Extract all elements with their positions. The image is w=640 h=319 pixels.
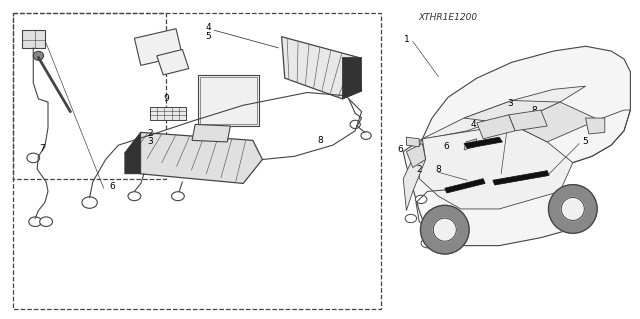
Text: 5: 5	[583, 137, 588, 146]
Ellipse shape	[128, 192, 141, 201]
Text: 2: 2	[417, 165, 422, 174]
Polygon shape	[493, 171, 549, 185]
Text: 2: 2	[148, 130, 153, 138]
Text: 7: 7	[39, 144, 44, 153]
Bar	[150, 107, 186, 120]
Text: 8: 8	[317, 136, 323, 145]
Polygon shape	[509, 110, 547, 131]
Polygon shape	[282, 37, 362, 99]
Polygon shape	[157, 49, 189, 75]
Text: 6: 6	[444, 142, 449, 151]
Bar	[200, 77, 257, 124]
Polygon shape	[586, 118, 605, 134]
Polygon shape	[403, 139, 426, 211]
Polygon shape	[464, 139, 477, 150]
Polygon shape	[445, 179, 485, 193]
Polygon shape	[403, 46, 630, 246]
Ellipse shape	[405, 214, 417, 223]
Polygon shape	[477, 115, 515, 139]
Text: 4: 4	[471, 120, 476, 129]
Text: 1: 1	[404, 35, 409, 44]
Ellipse shape	[29, 217, 42, 226]
Text: XTHR1E1200: XTHR1E1200	[419, 13, 477, 22]
Polygon shape	[125, 132, 141, 174]
Ellipse shape	[40, 217, 52, 226]
Bar	[22, 30, 45, 48]
Polygon shape	[342, 57, 362, 99]
Polygon shape	[134, 29, 182, 65]
Polygon shape	[406, 137, 419, 147]
Polygon shape	[406, 144, 426, 167]
Text: 4: 4	[205, 23, 211, 32]
Text: 9: 9	[164, 94, 169, 103]
Polygon shape	[419, 124, 573, 209]
Bar	[13, 13, 166, 179]
Circle shape	[420, 205, 469, 254]
Ellipse shape	[33, 51, 44, 60]
Polygon shape	[464, 100, 560, 124]
Text: 3: 3	[508, 99, 513, 108]
Polygon shape	[422, 86, 586, 139]
Text: 6: 6	[397, 145, 403, 154]
Circle shape	[548, 185, 597, 233]
Bar	[198, 75, 259, 126]
Polygon shape	[464, 137, 502, 148]
Polygon shape	[192, 124, 230, 142]
Text: 5: 5	[205, 32, 211, 41]
Bar	[13, 13, 381, 309]
Ellipse shape	[172, 192, 184, 201]
Text: 6: 6	[109, 182, 115, 191]
Text: 3: 3	[148, 137, 153, 146]
Ellipse shape	[350, 120, 360, 129]
Ellipse shape	[421, 238, 434, 248]
Text: 8: 8	[436, 165, 441, 174]
Ellipse shape	[415, 195, 427, 204]
Text: 8: 8	[532, 106, 537, 115]
Circle shape	[433, 218, 456, 241]
Ellipse shape	[361, 132, 371, 139]
Ellipse shape	[82, 197, 97, 208]
Circle shape	[561, 197, 584, 220]
Ellipse shape	[27, 153, 40, 163]
Polygon shape	[512, 102, 598, 142]
Polygon shape	[125, 132, 262, 183]
